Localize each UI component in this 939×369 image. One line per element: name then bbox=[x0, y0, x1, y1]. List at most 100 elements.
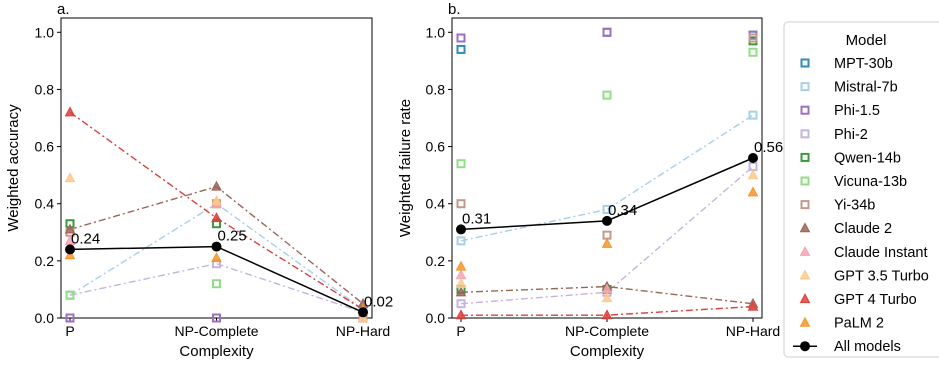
panel-b: b. 0.0 0.2 0.4 0.6 0.8 1.0 P NP-Complete NP-Hard C… bbox=[397, 1, 783, 360]
point-gpt-3-5-turbo bbox=[357, 312, 369, 323]
all-models-value-label: 0.24 bbox=[71, 230, 100, 247]
point-mistral-7b bbox=[748, 110, 758, 120]
point-phi-1-5 bbox=[65, 313, 75, 323]
point-gpt-4-turbo bbox=[455, 309, 467, 320]
legend-label-phi-1-5: Phi-1.5 bbox=[834, 103, 880, 119]
plot-frame bbox=[451, 17, 763, 319]
point-gpt-4-turbo bbox=[211, 212, 222, 223]
point-all-models bbox=[211, 241, 222, 252]
y-tick-label: 1.0 bbox=[35, 24, 55, 40]
y-tick-label: 0.2 bbox=[426, 253, 446, 269]
legend-frame bbox=[783, 21, 939, 358]
all-models-value-label: 0.25 bbox=[218, 228, 247, 245]
legend-marker-mistral-7b bbox=[800, 82, 810, 92]
y-tick-label: 0.6 bbox=[426, 139, 446, 155]
x-axis-label: Complexity bbox=[570, 343, 645, 360]
legend-marker-palm-2 bbox=[799, 316, 811, 327]
point-yi-34b bbox=[602, 230, 612, 240]
point-mpt-30b bbox=[602, 27, 612, 37]
point-palm-2 bbox=[64, 249, 76, 260]
legend-marker-yi-34b bbox=[800, 200, 810, 210]
point-gpt-3-5-turbo bbox=[601, 292, 613, 303]
legend-label-yi-34b: Yi-34b bbox=[834, 198, 875, 214]
all-models-value-label: 0.02 bbox=[364, 293, 393, 310]
point-gpt-4-turbo bbox=[601, 309, 613, 320]
point-yi-34b bbox=[748, 33, 758, 43]
y-tick-label: 0.2 bbox=[35, 253, 55, 269]
point-vicuna-13b bbox=[456, 159, 466, 169]
legend-marker-phi-1-5 bbox=[800, 105, 810, 115]
point-mistral-7b bbox=[602, 204, 612, 214]
legend-label-qwen-14b: Qwen-14b bbox=[834, 150, 901, 166]
point-all-models bbox=[456, 224, 466, 235]
point-vicuna-13b bbox=[602, 90, 612, 100]
point-mpt-30b bbox=[456, 44, 466, 54]
legend-marker-claude-instant bbox=[799, 245, 811, 256]
legend-marker-gpt-3-5-turbo bbox=[799, 269, 811, 280]
point-phi-1-5 bbox=[602, 27, 612, 37]
x-tick-label: P bbox=[456, 323, 465, 339]
y-tick-label: 0.8 bbox=[35, 81, 55, 97]
point-vicuna-13b bbox=[65, 290, 75, 300]
all-models-value-label: 0.34 bbox=[608, 202, 637, 219]
legend-label-gpt-3-5-turbo: GPT 3.5 Turbo bbox=[834, 268, 929, 284]
point-gpt-3-5-turbo bbox=[64, 172, 76, 183]
point-vicuna-13b bbox=[748, 47, 758, 57]
point-phi-1-5 bbox=[456, 33, 466, 43]
legend-label-mistral-7b: Mistral-7b bbox=[834, 80, 898, 96]
legend-marker-mpt-30b bbox=[800, 58, 810, 68]
series-line-mistral-7b bbox=[460, 114, 754, 242]
point-mistral-7b bbox=[456, 236, 466, 246]
y-tick-label: 1.0 bbox=[426, 24, 446, 40]
panel-label: a. bbox=[57, 1, 70, 18]
x-axis-label: Complexity bbox=[179, 343, 254, 360]
x-tick-label: P bbox=[65, 323, 74, 339]
y-axis-label: Weighted failure rate bbox=[397, 99, 414, 237]
legend-title: Model bbox=[846, 32, 887, 49]
legend-label-all-models: All models bbox=[834, 339, 901, 355]
y-tick-label: 0.0 bbox=[426, 310, 446, 326]
point-gpt-4-turbo bbox=[64, 106, 76, 117]
x-tick-label: NP-Complete bbox=[174, 323, 258, 339]
point-gpt-3-5-turbo bbox=[455, 277, 467, 288]
point-palm-2 bbox=[601, 237, 613, 248]
legend-label-palm-2: PaLM 2 bbox=[834, 316, 884, 332]
point-palm-2 bbox=[455, 260, 467, 271]
point-palm-2 bbox=[747, 186, 759, 197]
point-all-models bbox=[358, 307, 368, 318]
legend-marker-qwen-14b bbox=[800, 152, 810, 162]
legend-label-claude-instant: Claude Instant bbox=[834, 245, 928, 261]
x-tick-label: NP-Complete bbox=[565, 323, 649, 339]
point-palm-2 bbox=[211, 252, 222, 263]
point-all-models bbox=[748, 153, 758, 163]
y-tick-label: 0.6 bbox=[35, 139, 55, 155]
panel-a: a. 0.0 0.2 0.4 0.6 0.8 1.0 P NP-Complete NP-Hard C… bbox=[5, 1, 393, 360]
point-yi-34b bbox=[456, 199, 466, 209]
y-tick-label: 0.4 bbox=[426, 196, 446, 212]
legend-label-phi-2: Phi-2 bbox=[834, 127, 868, 143]
all-models-value-label: 0.31 bbox=[462, 210, 491, 227]
point-gpt-4-turbo bbox=[747, 300, 759, 311]
point-all-models bbox=[602, 215, 612, 226]
y-axis-label: Weighted accuracy bbox=[5, 104, 22, 232]
point-claude-instant bbox=[455, 269, 467, 280]
point-claude-2 bbox=[64, 223, 76, 234]
legend-marker-phi-2 bbox=[800, 129, 810, 139]
point-claude-2 bbox=[455, 286, 467, 297]
point-claude-2 bbox=[211, 180, 222, 191]
legend-label-claude-2: Claude 2 bbox=[834, 221, 892, 237]
legend-label-gpt-4-turbo: GPT 4 Turbo bbox=[834, 292, 917, 308]
point-gpt-3-5-turbo bbox=[211, 194, 222, 205]
legend-marker-claude-2 bbox=[799, 222, 811, 233]
panel-label: b. bbox=[448, 1, 461, 18]
y-tick-label: 0.8 bbox=[426, 81, 446, 97]
point-phi-2 bbox=[456, 299, 466, 309]
y-tick-label: 0.4 bbox=[35, 196, 55, 212]
point-gpt-3-5-turbo bbox=[747, 169, 759, 180]
legend-label-vicuna-13b: Vicuna-13b bbox=[834, 174, 907, 190]
legend-marker-vicuna-13b bbox=[800, 176, 810, 186]
legend-label-mpt-30b: MPT-30b bbox=[834, 56, 893, 72]
x-tick-label: NP-Hard bbox=[336, 323, 390, 339]
